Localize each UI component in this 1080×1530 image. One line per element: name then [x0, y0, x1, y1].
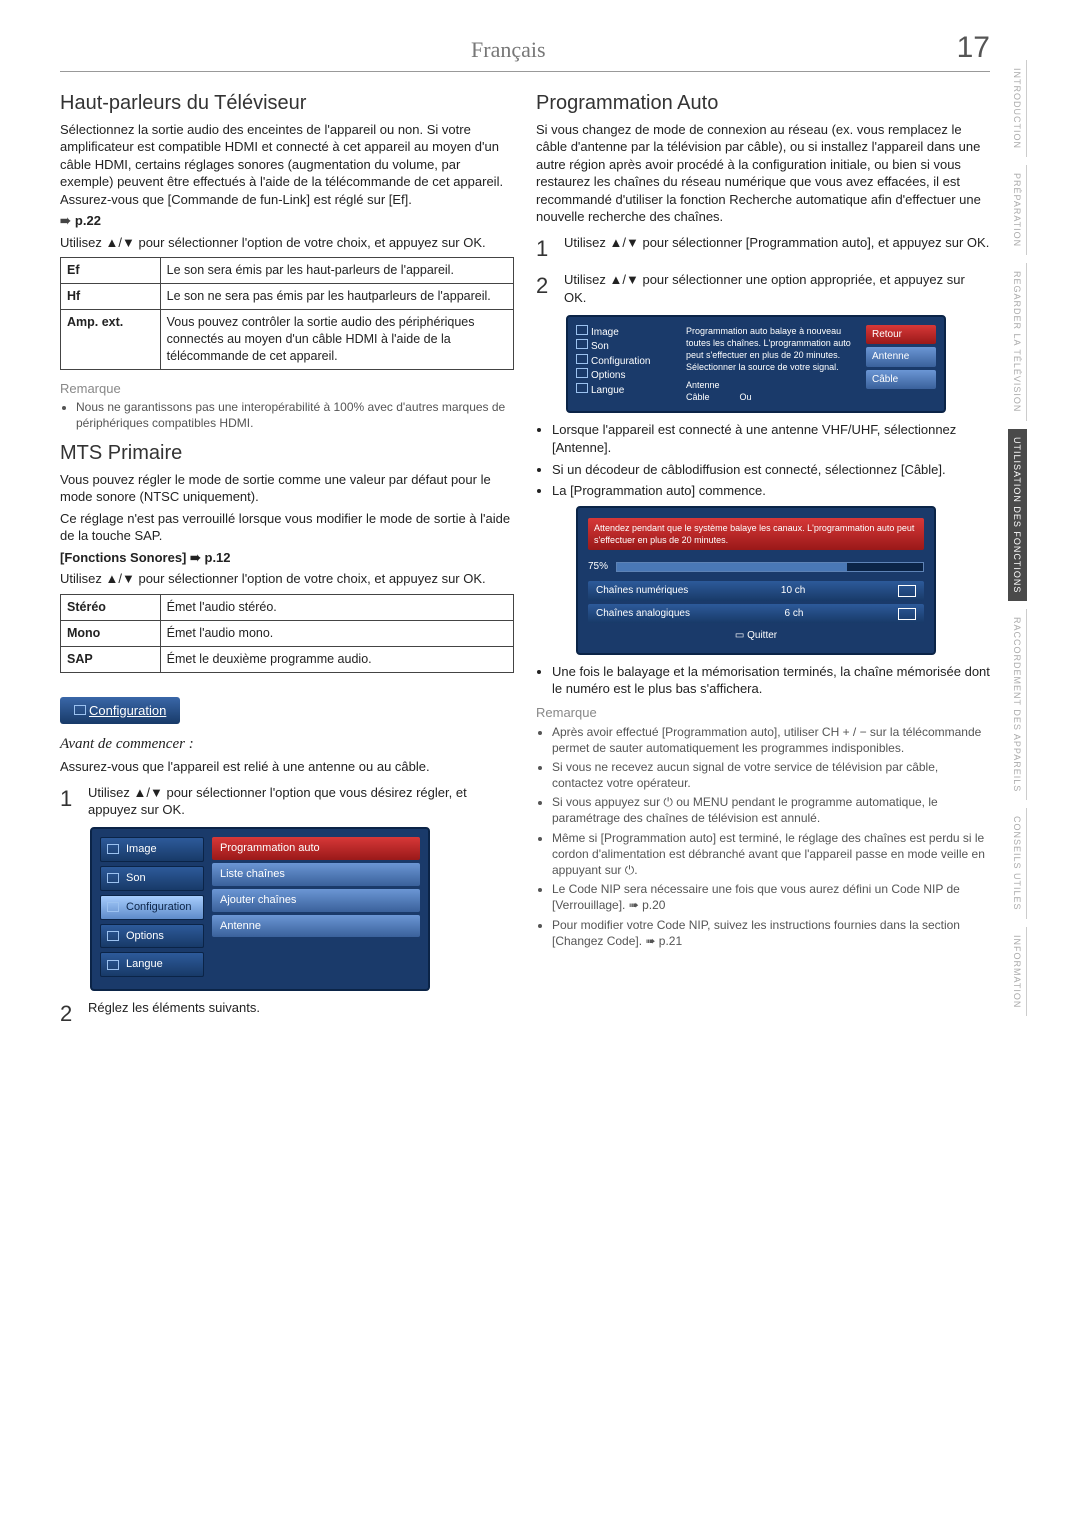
- before-start-desc: Assurez-vous que l'appareil est relié à …: [60, 758, 514, 776]
- menu-button[interactable]: Retour: [866, 325, 936, 345]
- menu-content-item[interactable]: Antenne: [212, 915, 420, 938]
- right-step-2: 2 Utilisez ▲/▼ pour sélectionner une opt…: [536, 271, 990, 306]
- table-cell: Mono: [61, 620, 161, 646]
- step-body: Utilisez ▲/▼ pour sélectionner une optio…: [564, 271, 990, 306]
- menu-side-item[interactable]: Configuration: [100, 895, 204, 920]
- autoprog-desc: Si vous changez de mode de connexion au …: [536, 121, 990, 226]
- mts-table: StéréoÉmet l'audio stéréo.MonoÉmet l'aud…: [60, 594, 514, 673]
- list-item: Le Code NIP sera nécessaire une fois que…: [552, 881, 990, 913]
- table-cell: Vous pouvez contrôler la sortie audio de…: [160, 310, 513, 370]
- progress-bar: [616, 562, 924, 572]
- autoprog-bullets-1: Lorsque l'appareil est connecté à une an…: [536, 421, 990, 499]
- menu-side-item[interactable]: Configuration: [576, 354, 680, 369]
- table-cell: Hf: [61, 284, 161, 310]
- remark-list-2: Après avoir effectué [Programmation auto…: [536, 724, 990, 949]
- step-body: Réglez les éléments suivants.: [88, 999, 514, 1017]
- scan-percent: 75%: [588, 560, 608, 574]
- table-cell: Le son sera émis par les haut-parleurs d…: [160, 258, 513, 284]
- page-number: 17: [957, 28, 990, 69]
- list-item: Même si [Programmation auto] est terminé…: [552, 830, 990, 879]
- configuration-pill: Configuration: [60, 697, 180, 725]
- speakers-heading: Haut-parleurs du Téléviseur: [60, 90, 514, 117]
- menu-button[interactable]: Antenne: [866, 347, 936, 367]
- side-tab[interactable]: INTRODUCTION: [1008, 60, 1027, 157]
- menu-side-item[interactable]: Options: [100, 924, 204, 949]
- mts-instruction: Utilisez ▲/▼ pour sélectionner l'option …: [60, 570, 514, 588]
- step-number: 1: [60, 784, 78, 814]
- left-step-2: 2 Réglez les éléments suivants.: [60, 999, 514, 1029]
- side-tab[interactable]: RACCORDEMENT DES APPAREILS: [1008, 609, 1027, 800]
- menu-side-item[interactable]: Son: [100, 866, 204, 891]
- list-item: Pour modifier votre Code NIP, suivez les…: [552, 917, 990, 949]
- table-cell: Stéréo: [61, 594, 161, 620]
- page-header: Français 17: [60, 28, 990, 72]
- scan-progress-box: Attendez pendant que le système balaye l…: [576, 506, 936, 655]
- step-body: Utilisez ▲/▼ pour sélectionner l'option …: [88, 784, 514, 819]
- step-number: 2: [536, 271, 554, 301]
- list-item: Après avoir effectué [Programmation auto…: [552, 724, 990, 756]
- side-tab[interactable]: CONSEILS UTILES: [1008, 808, 1027, 919]
- table-cell: SAP: [61, 646, 161, 672]
- left-step-1: 1 Utilisez ▲/▼ pour sélectionner l'optio…: [60, 784, 514, 819]
- before-start-heading: Avant de commencer :: [60, 734, 514, 754]
- language-label: Français: [60, 35, 957, 65]
- list-item: Si vous ne recevez aucun signal de votre…: [552, 759, 990, 791]
- right-column: Programmation Auto Si vous changez de mo…: [536, 82, 990, 1037]
- tv-menu-config: Image Son Configuration Options Langue Progr…: [90, 827, 430, 991]
- autoprog-bullets-2: Une fois le balayage et la mémorisation …: [536, 663, 990, 698]
- menu-button[interactable]: Câble: [866, 370, 936, 390]
- menu-content-item[interactable]: Ajouter chaînes: [212, 889, 420, 912]
- menu-side-item[interactable]: Options: [576, 368, 680, 383]
- side-tab[interactable]: REGARDER LA TÉLÉVISION: [1008, 263, 1027, 420]
- remark-title-2: Remarque: [536, 704, 990, 722]
- menu-side-item[interactable]: Image: [576, 325, 680, 340]
- menu-side-item[interactable]: Image: [100, 837, 204, 862]
- side-tab[interactable]: UTILISATION DES FONCTIONS: [1008, 429, 1027, 601]
- menu-side-item[interactable]: Langue: [100, 952, 204, 977]
- mts-desc-1: Vous pouvez régler le mode de sortie com…: [60, 471, 514, 506]
- menu-side-item[interactable]: Langue: [576, 383, 680, 398]
- scan-row: Chaînes numériques10 ch: [588, 581, 924, 601]
- table-cell: Ef: [61, 258, 161, 284]
- config-icon: [74, 705, 86, 715]
- speakers-desc: Sélectionnez la sortie audio des enceint…: [60, 121, 514, 209]
- mts-heading: MTS Primaire: [60, 440, 514, 467]
- mts-desc-2: Ce réglage n'est pas verrouillé lorsque …: [60, 510, 514, 545]
- side-tab[interactable]: INFORMATION: [1008, 927, 1027, 1016]
- menu-desc-text: Programmation auto balaye à nouveau tout…: [686, 325, 860, 374]
- page-ref-22: p.22: [60, 212, 514, 230]
- table-cell: Émet l'audio mono.: [160, 620, 513, 646]
- step-number: 1: [536, 234, 554, 264]
- menu-side-item[interactable]: Son: [576, 339, 680, 354]
- speakers-table: EfLe son sera émis par les haut-parleurs…: [60, 257, 514, 369]
- table-cell: Émet le deuxième programme audio.: [160, 646, 513, 672]
- table-cell: Amp. ext.: [61, 310, 161, 370]
- scan-message: Attendez pendant que le système balaye l…: [588, 518, 924, 550]
- remark-list-1: Nous ne garantissons pas une interopérab…: [60, 399, 514, 431]
- autoprog-heading: Programmation Auto: [536, 90, 990, 117]
- menu-content-item[interactable]: Programmation auto: [212, 837, 420, 860]
- scan-row: Chaînes analogiques6 ch: [588, 604, 924, 624]
- table-cell: Le son ne sera pas émis par les hautparl…: [160, 284, 513, 310]
- step-number: 2: [60, 999, 78, 1029]
- remark-title-1: Remarque: [60, 380, 514, 398]
- list-item: Nous ne garantissons pas une interopérab…: [76, 399, 514, 431]
- page-ref-12: [Fonctions Sonores] ➠ p.12: [60, 549, 514, 567]
- list-item: Si un décodeur de câblodiffusion est con…: [552, 461, 990, 479]
- side-tabs: INTRODUCTION PRÉPARATION REGARDER LA TÉLÉV…: [1008, 60, 1068, 1024]
- menu-content-item[interactable]: Liste chaînes: [212, 863, 420, 886]
- tv-menu-autoprog: ImageSonConfigurationOptionsLangue Progr…: [566, 315, 946, 414]
- quit-label: ▭ Quitter: [588, 629, 924, 643]
- list-item: Lorsque l'appareil est connecté à une an…: [552, 421, 990, 456]
- step-body: Utilisez ▲/▼ pour sélectionner [Programm…: [564, 234, 990, 252]
- list-item: Si vous appuyez sur ⏻ ou MENU pendant le…: [552, 794, 990, 826]
- left-column: Haut-parleurs du Téléviseur Sélectionnez…: [60, 82, 514, 1037]
- table-cell: Émet l'audio stéréo.: [160, 594, 513, 620]
- side-tab[interactable]: PRÉPARATION: [1008, 165, 1027, 255]
- right-step-1: 1 Utilisez ▲/▼ pour sélectionner [Progra…: [536, 234, 990, 264]
- speakers-instruction: Utilisez ▲/▼ pour sélectionner l'option …: [60, 234, 514, 252]
- list-item: La [Programmation auto] commence.: [552, 482, 990, 500]
- list-item: Une fois le balayage et la mémorisation …: [552, 663, 990, 698]
